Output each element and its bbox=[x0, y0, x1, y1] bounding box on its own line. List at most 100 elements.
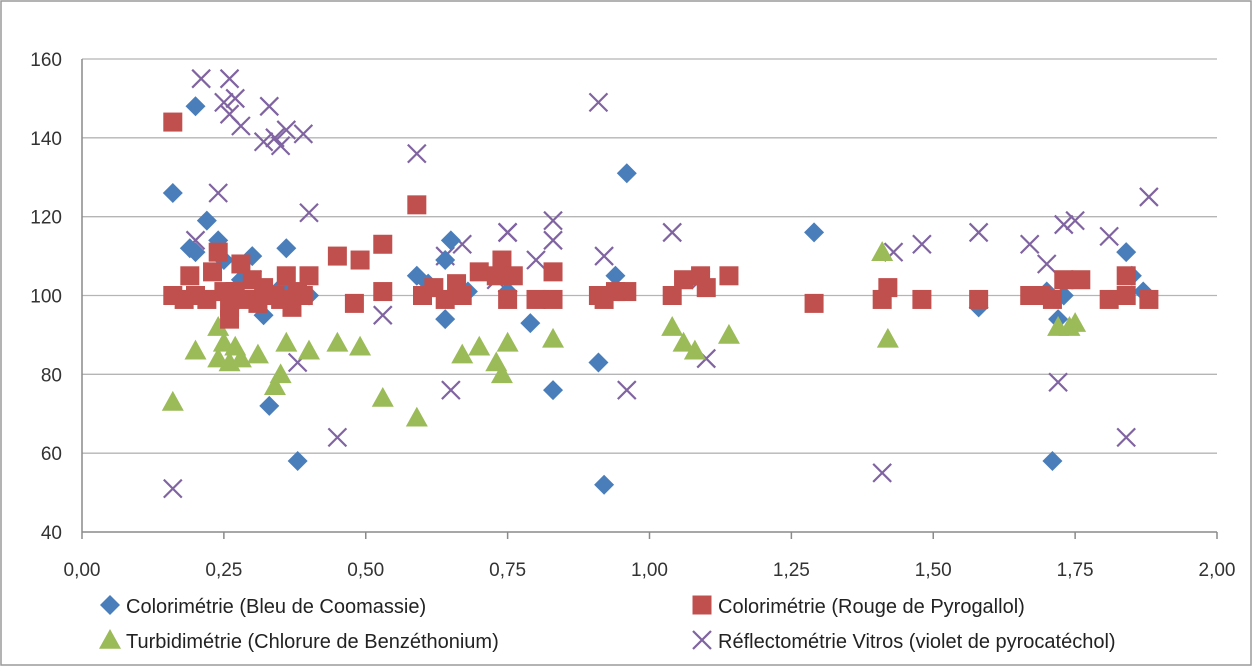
data-point-cross bbox=[617, 380, 637, 400]
data-point-triangle bbox=[269, 363, 292, 384]
data-point-diamond bbox=[196, 210, 217, 231]
data-point-square bbox=[526, 289, 546, 309]
data-point-square bbox=[804, 293, 824, 313]
data-point-square bbox=[373, 282, 393, 302]
data-point-square bbox=[452, 286, 472, 305]
data-point-square bbox=[180, 266, 200, 286]
data-point-square bbox=[878, 278, 898, 298]
data-point-cross bbox=[588, 92, 609, 113]
x-tick-label: 1,50 bbox=[915, 560, 952, 581]
data-point-triangle bbox=[298, 339, 320, 360]
data-point-square bbox=[1071, 270, 1091, 290]
data-point-diamond bbox=[287, 451, 308, 472]
legend-entry: Colorimétrie (Rouge de Pyrogallol) bbox=[692, 595, 1025, 618]
legend-label: Réflectométrie Vitros (violet de pyrocat… bbox=[718, 631, 1116, 653]
data-point-cross bbox=[372, 305, 393, 325]
axes: 40 60 80 100 120 140 160 0,00 0,25 0,50 0,75 1,00 1,… bbox=[30, 50, 1235, 581]
data-point-cross bbox=[1048, 372, 1068, 392]
data-point-triangle bbox=[717, 323, 740, 344]
data-point-triangle bbox=[672, 331, 695, 352]
data-point-square bbox=[1116, 266, 1136, 286]
data-point-cross bbox=[225, 88, 246, 109]
data-point-square bbox=[912, 289, 932, 309]
data-point-square bbox=[350, 250, 370, 270]
x-tick-label: 0,00 bbox=[64, 560, 101, 581]
data-point-cross bbox=[270, 135, 291, 156]
data-point-triangle bbox=[263, 375, 286, 395]
legend-marker-triangle bbox=[99, 629, 121, 649]
data-point-square bbox=[299, 266, 319, 286]
data-point-cross bbox=[543, 210, 563, 231]
x-tick-label: 0,50 bbox=[347, 560, 384, 581]
y-tick-label: 80 bbox=[41, 365, 62, 386]
x-tick-label: 1,75 bbox=[1057, 560, 1094, 581]
data-point-cross bbox=[276, 120, 297, 140]
legend-entry: Colorimétrie (Bleu de Coomassie) bbox=[100, 595, 426, 618]
data-point-cross bbox=[407, 143, 427, 164]
data-point-square bbox=[1139, 289, 1159, 309]
data-point-triangle bbox=[207, 316, 230, 336]
data-point-square bbox=[696, 278, 716, 298]
data-point-square bbox=[248, 293, 268, 313]
y-tick-label: 140 bbox=[30, 129, 62, 150]
data-point-cross bbox=[327, 427, 348, 448]
data-point-triangle bbox=[229, 347, 252, 368]
data-point-square bbox=[969, 289, 989, 309]
data-point-square bbox=[1054, 270, 1074, 290]
data-point-cross bbox=[191, 68, 211, 89]
data-point-diamond bbox=[435, 309, 456, 330]
data-point-triangle bbox=[661, 316, 684, 336]
data-point-diamond bbox=[162, 183, 183, 204]
data-point-diamond bbox=[185, 96, 206, 117]
x-tick-label: 0,25 bbox=[205, 560, 242, 581]
data-point-cross bbox=[1099, 226, 1119, 247]
data-point-diamond bbox=[440, 230, 461, 251]
data-point-triangle bbox=[1064, 312, 1087, 332]
data-point-square bbox=[617, 282, 637, 302]
data-point-cross bbox=[1019, 234, 1040, 255]
data-point-cross bbox=[1139, 187, 1159, 207]
data-point-cross bbox=[441, 380, 461, 400]
data-point-diamond bbox=[259, 395, 280, 416]
legend-marker-cross bbox=[692, 630, 712, 650]
y-tick-label: 60 bbox=[41, 444, 62, 465]
series-triangle bbox=[161, 241, 1087, 427]
y-tick-label: 40 bbox=[41, 523, 62, 544]
data-point-triangle bbox=[371, 386, 394, 407]
data-point-triangle bbox=[326, 331, 349, 352]
data-point-square bbox=[327, 246, 347, 266]
data-point-cross bbox=[208, 183, 228, 203]
data-point-cross bbox=[497, 222, 518, 243]
data-point-triangle bbox=[490, 363, 513, 384]
data-point-cross bbox=[265, 128, 285, 148]
data-point-square bbox=[498, 289, 518, 309]
data-point-cross bbox=[912, 234, 932, 255]
data-point-triangle bbox=[246, 343, 269, 364]
data-point-triangle bbox=[542, 327, 565, 348]
data-point-diamond bbox=[1042, 451, 1063, 472]
legend-label: Colorimétrie (Bleu de Coomassie) bbox=[126, 596, 426, 618]
data-point-square bbox=[543, 262, 563, 282]
legend-entry: Turbidimétrie (Chlorure de Benzéthonium) bbox=[99, 629, 499, 653]
data-point-square bbox=[719, 266, 739, 286]
data-point-cross bbox=[1116, 427, 1136, 448]
data-point-square bbox=[469, 262, 489, 282]
y-tick-label: 100 bbox=[30, 287, 62, 308]
legend-entry: Réflectométrie Vitros (violet de pyrocat… bbox=[692, 630, 1116, 653]
data-point-cross bbox=[1054, 214, 1074, 235]
data-point-cross bbox=[293, 124, 314, 144]
data-point-triangle bbox=[468, 335, 491, 356]
data-point-cross bbox=[163, 478, 183, 499]
series-square bbox=[163, 112, 1159, 329]
data-point-diamond bbox=[616, 163, 637, 184]
data-point-diamond bbox=[276, 238, 297, 259]
x-tick-label: 1,25 bbox=[773, 560, 810, 581]
x-tick-label: 2,00 bbox=[1199, 560, 1236, 581]
data-point-triangle bbox=[683, 339, 706, 360]
data-point-diamond bbox=[543, 380, 564, 401]
data-point-square bbox=[662, 286, 682, 305]
data-point-square bbox=[293, 286, 313, 305]
data-point-square bbox=[276, 266, 296, 286]
